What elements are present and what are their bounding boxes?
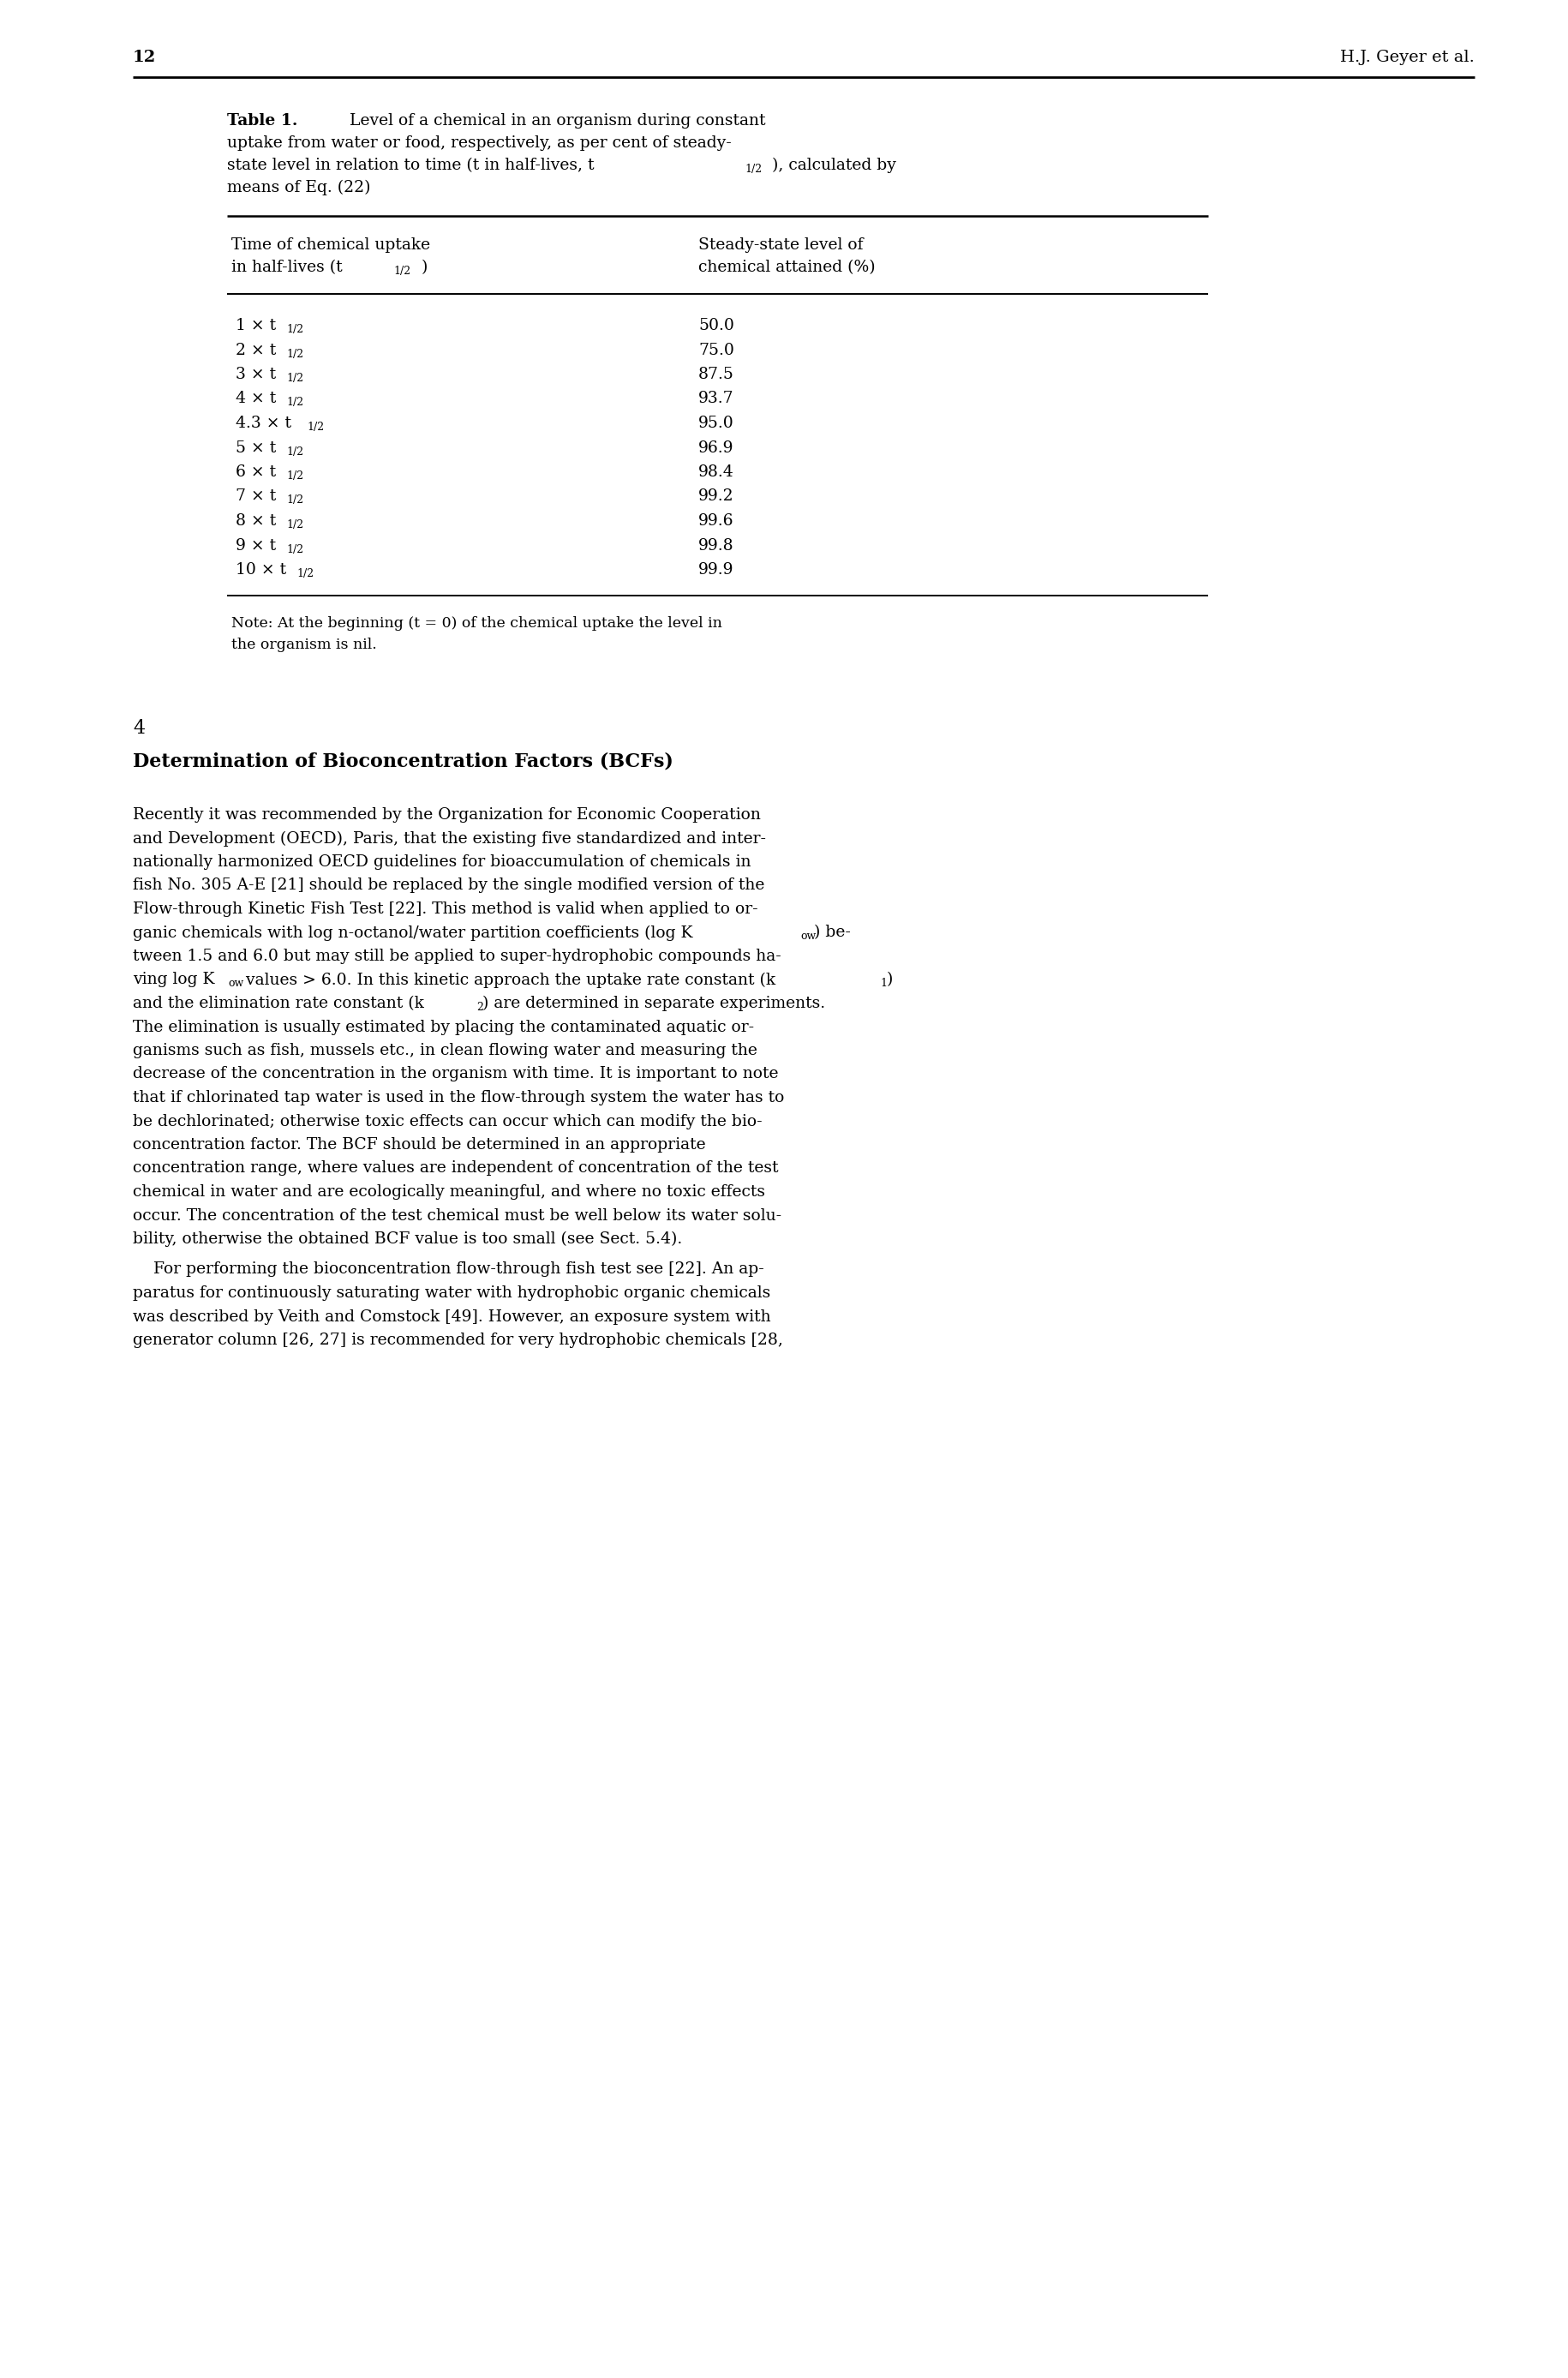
Text: 1/2: 1/2: [287, 323, 304, 335]
Text: ganic chemicals with log n-octanol/water partition coefficients (log K: ganic chemicals with log n-octanol/water…: [133, 925, 693, 942]
Text: Table 1.: Table 1.: [227, 114, 298, 128]
Text: ), calculated by: ), calculated by: [771, 157, 895, 174]
Text: ): ): [420, 259, 428, 276]
Text: concentration range, where values are independent of concentration of the test: concentration range, where values are in…: [133, 1160, 778, 1177]
Text: ) be-: ) be-: [814, 925, 850, 939]
Text: bility, otherwise the obtained BCF value is too small (see Sect. 5.4).: bility, otherwise the obtained BCF value…: [133, 1232, 682, 1246]
Text: Recently it was recommended by the Organization for Economic Cooperation: Recently it was recommended by the Organ…: [133, 806, 760, 823]
Text: 99.8: 99.8: [698, 537, 734, 554]
Text: chemical in water and are ecologically meaningful, and where no toxic effects: chemical in water and are ecologically m…: [133, 1184, 765, 1201]
Text: and the elimination rate constant (k: and the elimination rate constant (k: [133, 996, 423, 1011]
Text: 1/2: 1/2: [287, 495, 304, 507]
Text: 5 × t: 5 × t: [235, 440, 276, 457]
Text: in half-lives (t: in half-lives (t: [230, 259, 342, 276]
Text: 2: 2: [477, 1001, 483, 1013]
Text: means of Eq. (22): means of Eq. (22): [227, 181, 370, 195]
Text: 98.4: 98.4: [698, 464, 734, 480]
Text: values > 6.0. In this kinetic approach the uptake rate constant (k: values > 6.0. In this kinetic approach t…: [241, 973, 775, 987]
Text: 1/2: 1/2: [287, 545, 304, 554]
Text: 1/2: 1/2: [287, 518, 304, 530]
Text: 1: 1: [880, 977, 887, 989]
Text: 4: 4: [133, 718, 144, 737]
Text: occur. The concentration of the test chemical must be well below its water solu-: occur. The concentration of the test che…: [133, 1208, 781, 1222]
Text: 93.7: 93.7: [698, 392, 734, 407]
Text: 4.3 × t: 4.3 × t: [235, 416, 292, 430]
Text: Flow-through Kinetic Fish Test [22]. This method is valid when applied to or-: Flow-through Kinetic Fish Test [22]. Thi…: [133, 901, 757, 918]
Text: nationally harmonized OECD guidelines for bioaccumulation of chemicals in: nationally harmonized OECD guidelines fo…: [133, 854, 751, 870]
Text: 3 × t: 3 × t: [235, 366, 276, 383]
Text: Note: At the beginning (t = 0) of the chemical uptake the level in: Note: At the beginning (t = 0) of the ch…: [230, 616, 721, 630]
Text: ) are determined in separate experiments.: ) are determined in separate experiments…: [483, 996, 825, 1011]
Text: tween 1.5 and 6.0 but may still be applied to super-hydrophobic compounds ha-: tween 1.5 and 6.0 but may still be appli…: [133, 949, 781, 963]
Text: 99.2: 99.2: [698, 490, 734, 504]
Text: 2 × t: 2 × t: [235, 342, 276, 357]
Text: Time of chemical uptake: Time of chemical uptake: [230, 238, 430, 252]
Text: 1 × t: 1 × t: [235, 319, 276, 333]
Text: 7 × t: 7 × t: [235, 490, 276, 504]
Text: and Development (OECD), Paris, that the existing five standardized and inter-: and Development (OECD), Paris, that the …: [133, 830, 765, 847]
Text: 99.6: 99.6: [698, 514, 734, 528]
Text: 4 × t: 4 × t: [235, 392, 276, 407]
Text: 9 × t: 9 × t: [235, 537, 276, 554]
Text: The elimination is usually estimated by placing the contaminated aquatic or-: The elimination is usually estimated by …: [133, 1020, 754, 1034]
Text: chemical attained (%): chemical attained (%): [698, 259, 875, 276]
Text: ganisms such as fish, mussels etc., in clean flowing water and measuring the: ganisms such as fish, mussels etc., in c…: [133, 1044, 757, 1058]
Text: Determination of Bioconcentration Factors (BCFs): Determination of Bioconcentration Factor…: [133, 751, 673, 770]
Text: 1/2: 1/2: [287, 397, 304, 409]
Text: 1/2: 1/2: [287, 471, 304, 483]
Text: 1/2: 1/2: [745, 164, 762, 176]
Text: 1/2: 1/2: [296, 568, 314, 580]
Text: that if chlorinated tap water is used in the flow-through system the water has t: that if chlorinated tap water is used in…: [133, 1089, 784, 1106]
Text: Level of a chemical in an organism during constant: Level of a chemical in an organism durin…: [345, 114, 765, 128]
Text: 1/2: 1/2: [287, 347, 304, 359]
Text: ving log K: ving log K: [133, 973, 215, 987]
Text: For performing the bioconcentration flow-through fish test see [22]. An ap-: For performing the bioconcentration flow…: [133, 1263, 764, 1277]
Text: 1/2: 1/2: [394, 266, 411, 276]
Text: 12: 12: [133, 50, 157, 64]
Text: decrease of the concentration in the organism with time. It is important to note: decrease of the concentration in the org…: [133, 1065, 778, 1082]
Text: 1/2: 1/2: [306, 421, 323, 433]
Text: 1/2: 1/2: [287, 447, 304, 457]
Text: ow: ow: [800, 930, 815, 942]
Text: uptake from water or food, respectively, as per cent of steady-: uptake from water or food, respectively,…: [227, 136, 731, 150]
Text: Steady-state level of: Steady-state level of: [698, 238, 862, 252]
Text: state level in relation to time (t in half-lives, t: state level in relation to time (t in ha…: [227, 157, 594, 174]
Text: 95.0: 95.0: [698, 416, 734, 430]
Text: 8 × t: 8 × t: [235, 514, 276, 528]
Text: H.J. Geyer et al.: H.J. Geyer et al.: [1339, 50, 1474, 64]
Text: was described by Veith and Comstock [49]. However, an exposure system with: was described by Veith and Comstock [49]…: [133, 1308, 770, 1325]
Text: 6 × t: 6 × t: [235, 464, 276, 480]
Text: 1/2: 1/2: [287, 373, 304, 383]
Text: 75.0: 75.0: [698, 342, 734, 357]
Text: 10 × t: 10 × t: [235, 561, 285, 578]
Text: ow: ow: [227, 977, 243, 989]
Text: 87.5: 87.5: [698, 366, 734, 383]
Text: the organism is nil.: the organism is nil.: [230, 637, 376, 652]
Text: be dechlorinated; otherwise toxic effects can occur which can modify the bio-: be dechlorinated; otherwise toxic effect…: [133, 1113, 762, 1130]
Text: 50.0: 50.0: [698, 319, 734, 333]
Text: fish No. 305 A-E [21] should be replaced by the single modified version of the: fish No. 305 A-E [21] should be replaced…: [133, 877, 764, 894]
Text: 99.9: 99.9: [698, 561, 734, 578]
Text: concentration factor. The BCF should be determined in an appropriate: concentration factor. The BCF should be …: [133, 1137, 706, 1153]
Text: ): ): [886, 973, 892, 987]
Text: paratus for continuously saturating water with hydrophobic organic chemicals: paratus for continuously saturating wate…: [133, 1286, 770, 1301]
Text: generator column [26, 27] is recommended for very hydrophobic chemicals [28,: generator column [26, 27] is recommended…: [133, 1332, 782, 1348]
Text: 96.9: 96.9: [698, 440, 734, 457]
